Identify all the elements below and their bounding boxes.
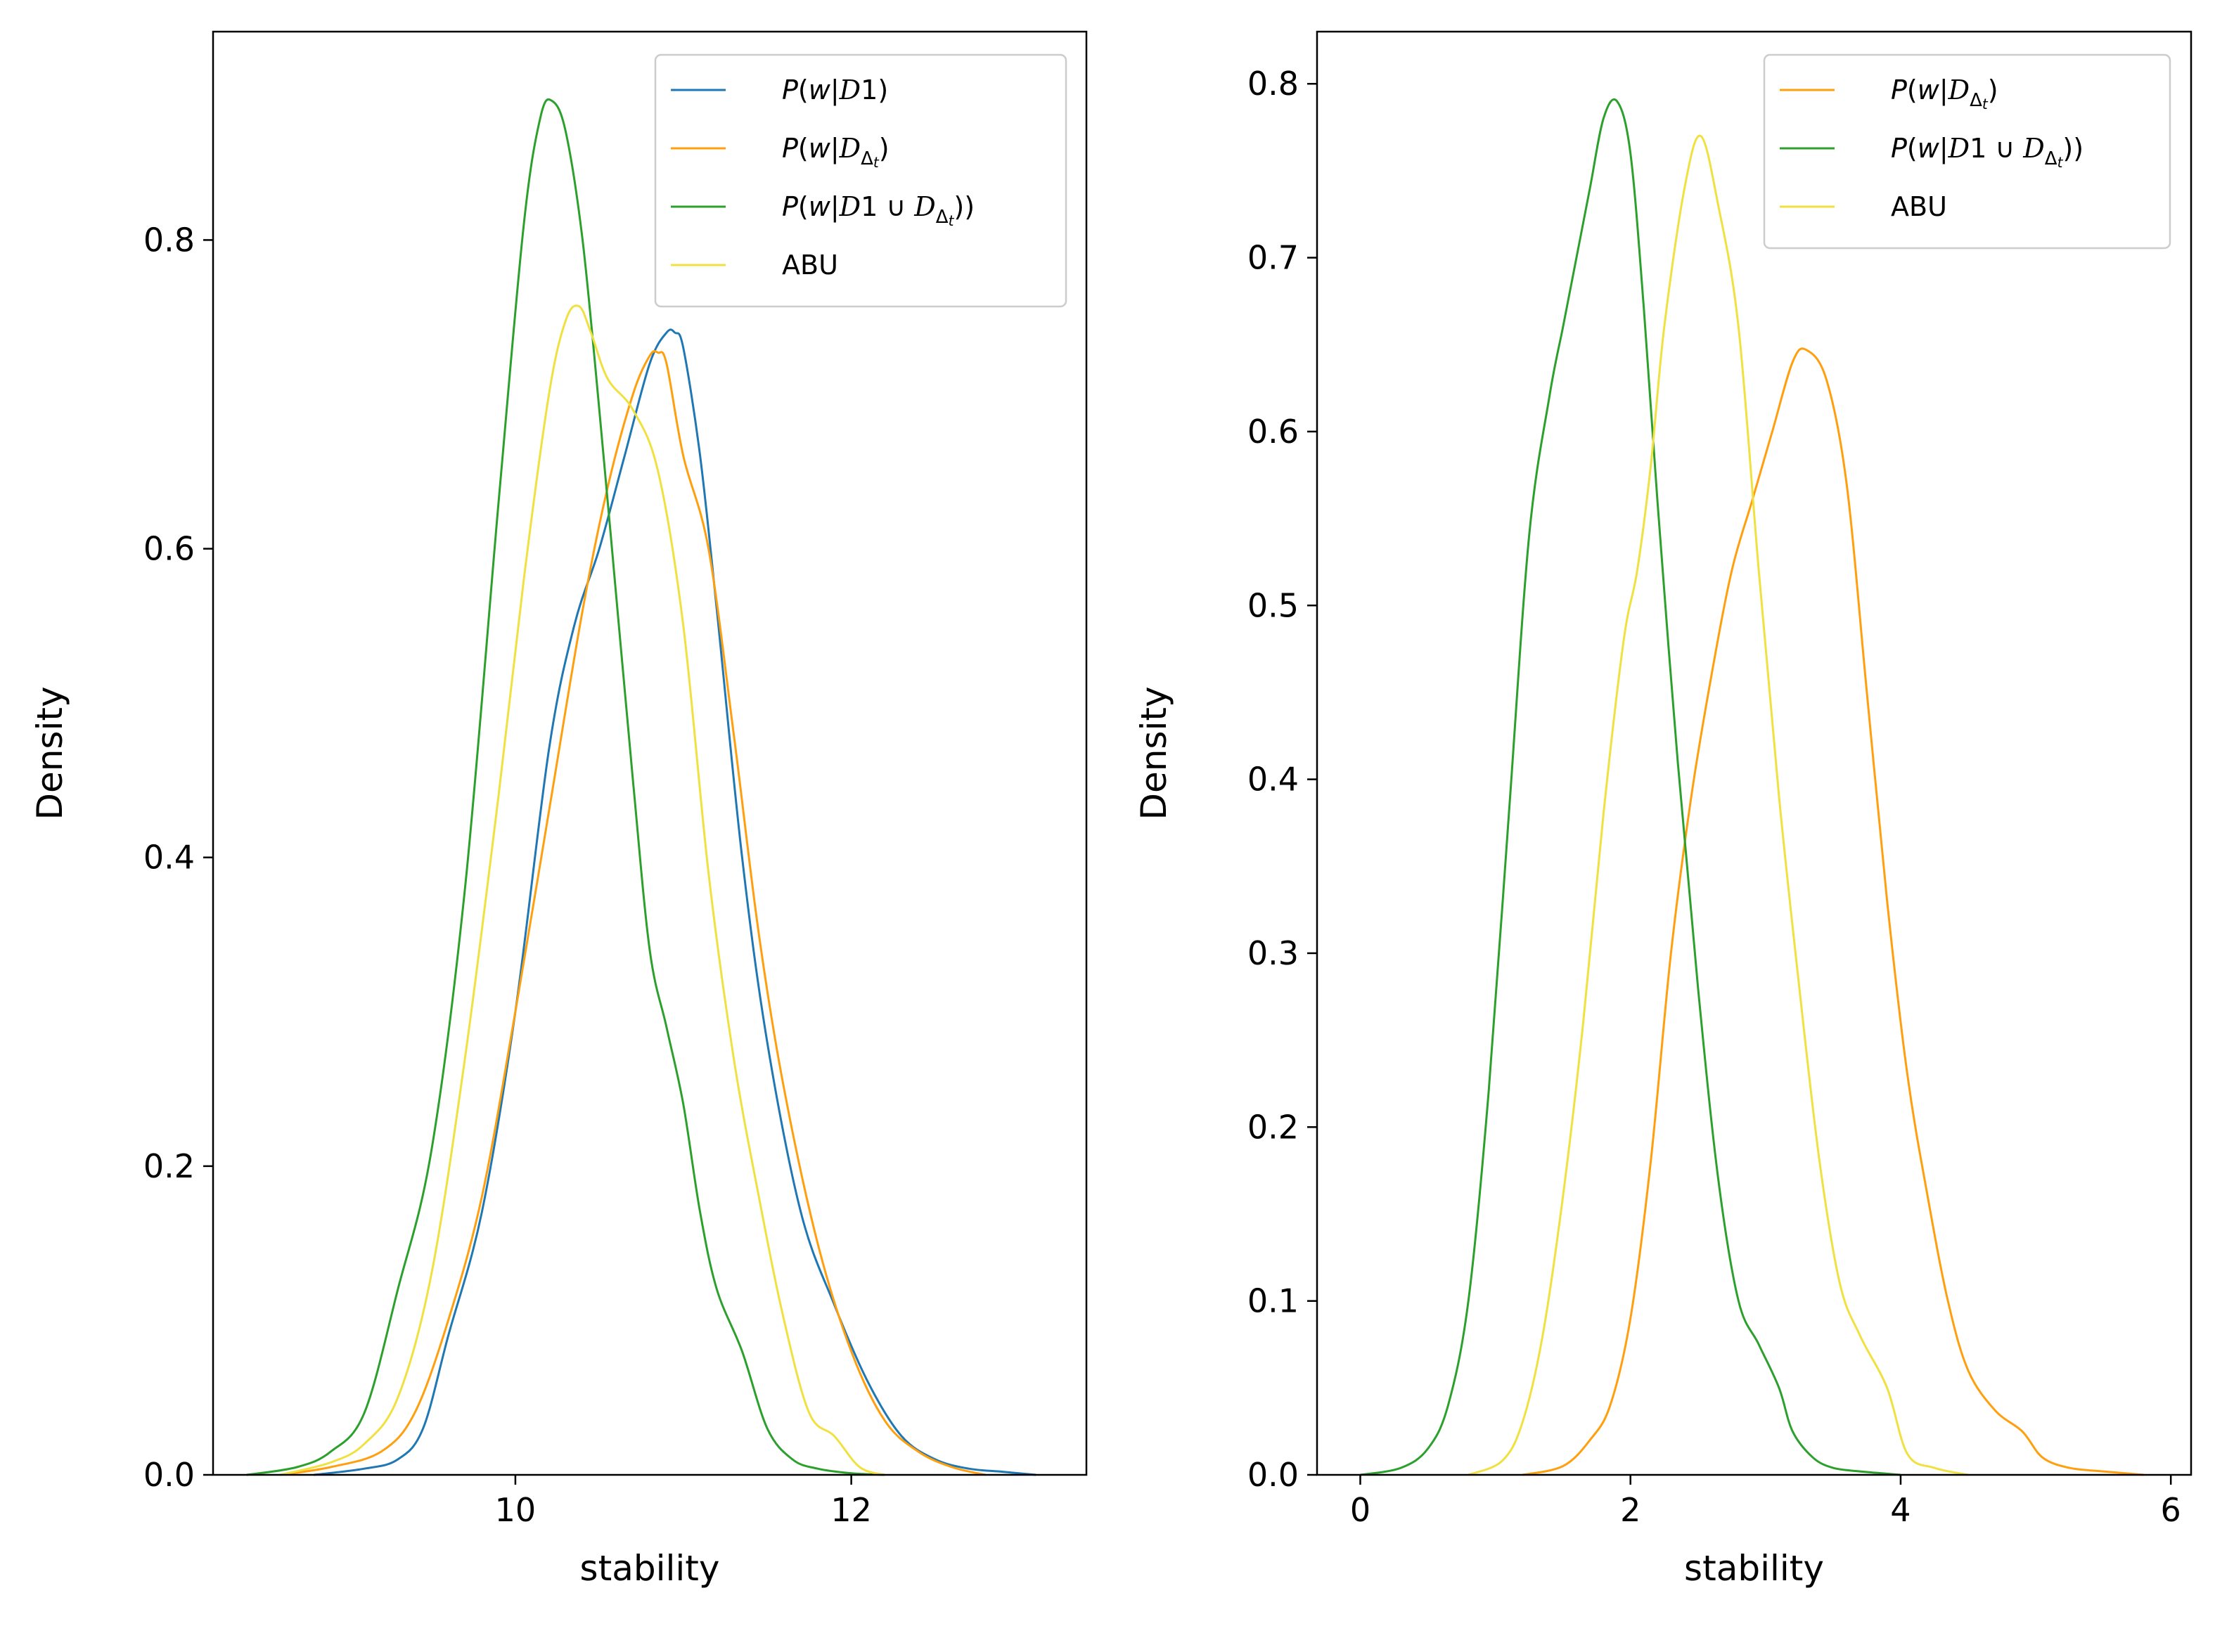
x-axis-label: stability	[1684, 1548, 1824, 1589]
y-tick-label: 0.3	[1247, 934, 1299, 972]
y-tick-label: 0.8	[1247, 65, 1299, 103]
x-tick-label: 10	[495, 1491, 537, 1529]
series-line-2	[1468, 134, 1969, 1476]
legend-entry-label: P(w|D1 ∪ DΔt))	[782, 191, 975, 229]
y-tick-label: 0.6	[143, 530, 195, 568]
legend-entry-label: P(w|D1 ∪ DΔt))	[1891, 133, 2084, 171]
plot-frame	[1316, 30, 2192, 1476]
x-axis-label: stability	[580, 1548, 720, 1589]
y-tick-label: 0.1	[1247, 1282, 1299, 1320]
y-tick-label: 0.6	[1247, 413, 1299, 451]
legend-entry-label: P(w|D1)	[782, 75, 888, 106]
x-tick-label: 6	[2161, 1491, 2181, 1529]
y-tick-label: 0.2	[1247, 1108, 1299, 1146]
y-axis-label: Density	[1134, 686, 1174, 820]
legend-entry-label: P(w|DΔt)	[1891, 75, 1998, 112]
series-line-0	[1522, 347, 2144, 1476]
series-line-2	[246, 98, 885, 1476]
y-axis-label: Density	[30, 686, 70, 820]
left-chart-panel: 10 12 0.0 0.2 0.4 0.6 0.8 stability Density P(w|D…	[30, 30, 1088, 1589]
series-line-3	[280, 304, 885, 1476]
x-tick-label: 4	[1890, 1491, 1911, 1529]
x-tick-label: 0	[1350, 1491, 1370, 1529]
x-tick-label: 2	[1620, 1491, 1641, 1529]
legend-entry-label: ABU	[782, 250, 838, 280]
legend-entry-label: P(w|DΔt)	[782, 133, 890, 171]
y-tick-label: 0.0	[1247, 1456, 1299, 1494]
y-tick-label: 0.8	[143, 221, 195, 259]
legend-box	[1763, 53, 2171, 250]
y-tick-label: 0.4	[143, 839, 195, 877]
series-line-0	[314, 328, 1036, 1476]
legend: P(w|D1) P(w|DΔt) P(w|D1 ∪ DΔt)) ABU	[654, 53, 1067, 308]
right-chart-panel: 0 2 4 6 0.0 0.1 0.2 0.3 0.4 0.5 0.6 0.7 0.8 stability…	[1134, 30, 2192, 1589]
series-line-1	[1360, 98, 1901, 1476]
y-tick-label: 0.2	[143, 1147, 195, 1185]
legend: P(w|DΔt) P(w|D1 ∪ DΔt)) ABU	[1763, 53, 2171, 250]
plot-frame	[212, 30, 1088, 1476]
legend-entry-label: ABU	[1891, 191, 1947, 222]
series-line-1	[280, 350, 987, 1476]
y-tick-label: 0.7	[1247, 239, 1299, 277]
y-tick-label: 0.4	[1247, 761, 1299, 799]
legend-box	[654, 53, 1067, 308]
y-tick-label: 0.0	[143, 1456, 195, 1494]
y-tick-label: 0.5	[1247, 586, 1299, 624]
x-tick-label: 12	[830, 1491, 872, 1529]
